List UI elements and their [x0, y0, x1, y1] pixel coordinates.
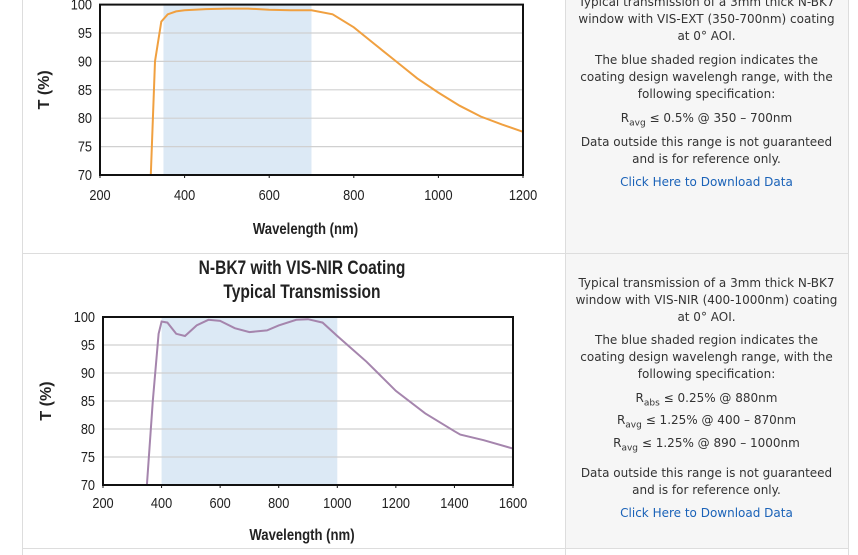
- plot-border: [102, 316, 514, 486]
- y-tick-label: 100: [71, 0, 92, 13]
- spec-text: ≤ 0.25% @ 880nm: [663, 391, 778, 405]
- download-link[interactable]: Click Here to Download Data: [620, 506, 793, 520]
- note: Data outside this range is not guarantee…: [580, 466, 833, 497]
- spec: Ravg ≤ 1.25% @ 890 – 1000nm: [575, 435, 838, 457]
- spec: Rabs ≤ 0.25% @ 880nm: [575, 390, 838, 412]
- x-tick-label: 800: [343, 186, 364, 203]
- chart: 70 75 80 85 90 95 100 200 400 600 800 1000 1200 Wavel…: [36, 0, 537, 238]
- description: Typical transmission of a 3mm thick N-BK…: [578, 0, 835, 43]
- spec: Ravg ≤ 0.5% @ 350 – 700nm: [575, 110, 838, 132]
- x-axis-label: Wavelength (nm): [253, 221, 358, 238]
- y-tick-label: 85: [81, 392, 95, 409]
- y-axis-label: T (%): [36, 70, 53, 109]
- column-divider: [565, 0, 566, 555]
- y-tick-label: 75: [78, 138, 92, 155]
- y-tick-label: 70: [81, 476, 95, 493]
- y-tick-label: 80: [81, 420, 95, 437]
- spec-subscript: avg: [621, 443, 639, 454]
- shade-note: The blue shaded region indicates the coa…: [580, 53, 833, 101]
- y-axis-label: T (%): [38, 381, 55, 420]
- left-border: [22, 0, 23, 555]
- chart-title: N-BK7 with VIS-NIR Coating: [199, 257, 406, 279]
- x-tick-label: 400: [174, 186, 195, 203]
- x-tick-label: 1600: [499, 494, 528, 511]
- spec-symbol: R: [613, 435, 622, 450]
- y-tick-label: 90: [81, 364, 95, 381]
- spec-text: ≤ 1.25% @ 890 – 1000nm: [641, 435, 800, 450]
- spec-subscript: avg: [629, 118, 646, 129]
- right-border: [848, 0, 849, 555]
- spec-symbol: R: [616, 413, 626, 428]
- row-divider: [22, 548, 848, 549]
- x-tick-label: 1200: [509, 186, 538, 203]
- row-divider: [22, 253, 848, 254]
- x-tick-label: 200: [92, 494, 113, 511]
- x-tick-label: 600: [210, 494, 231, 511]
- spec-subscript: abs: [643, 398, 660, 409]
- spec: Ravg ≤ 1.25% @ 400 – 870nm: [575, 412, 838, 434]
- spec-subscript: avg: [625, 420, 642, 431]
- y-tick-label: 90: [78, 52, 92, 69]
- x-tick-label: 1000: [424, 186, 453, 203]
- chart-title: Typical Transmission: [223, 281, 380, 303]
- spec-list: Rabs ≤ 0.25% @ 880nm Ravg ≤ 1.25% @ 400 –…: [575, 390, 838, 457]
- x-tick-label: 1000: [323, 494, 352, 511]
- download-link[interactable]: Click Here to Download Data: [620, 175, 793, 189]
- spec-symbol: R: [620, 111, 630, 125]
- description: Typical transmission of a 3mm thick N-BK…: [575, 276, 838, 324]
- spec-symbol: R: [635, 391, 644, 405]
- y-tick-label: 95: [81, 336, 95, 353]
- x-tick-label: 1200: [382, 494, 411, 511]
- info-panel: Typical transmission of a 3mm thick N-BK…: [565, 0, 848, 253]
- spec-text: ≤ 1.25% @ 400 – 870nm: [645, 413, 797, 428]
- spec-text: ≤ 0.5% @ 350 – 700nm: [649, 111, 793, 125]
- plot-border: [99, 3, 524, 176]
- chart: 70 75 80 85 90 95 100 200 400 600 800 1000 1200 1400 1…: [38, 257, 527, 545]
- x-tick-label: 200: [89, 186, 110, 203]
- y-tick-label: 70: [78, 166, 92, 183]
- y-tick-label: 75: [81, 448, 95, 465]
- line-series: [149, 7, 524, 176]
- shade-note: The blue shaded region indicates the coa…: [580, 333, 833, 381]
- spec-list: Ravg ≤ 0.5% @ 350 – 700nm: [575, 110, 838, 132]
- note: Data outside this range is not guarantee…: [580, 135, 833, 166]
- line-series: [145, 318, 514, 486]
- x-axis-label: Wavelength (nm): [249, 527, 354, 544]
- y-tick-label: 85: [78, 81, 92, 98]
- x-tick-label: 600: [259, 186, 280, 203]
- x-tick-label: 400: [151, 494, 172, 511]
- x-tick-label: 800: [268, 494, 289, 511]
- info-panel: Typical transmission of a 3mm thick N-BK…: [565, 254, 848, 548]
- y-tick-label: 80: [78, 109, 92, 126]
- x-tick-label: 1400: [440, 494, 469, 511]
- y-tick-label: 100: [74, 308, 95, 325]
- y-tick-label: 95: [78, 24, 92, 41]
